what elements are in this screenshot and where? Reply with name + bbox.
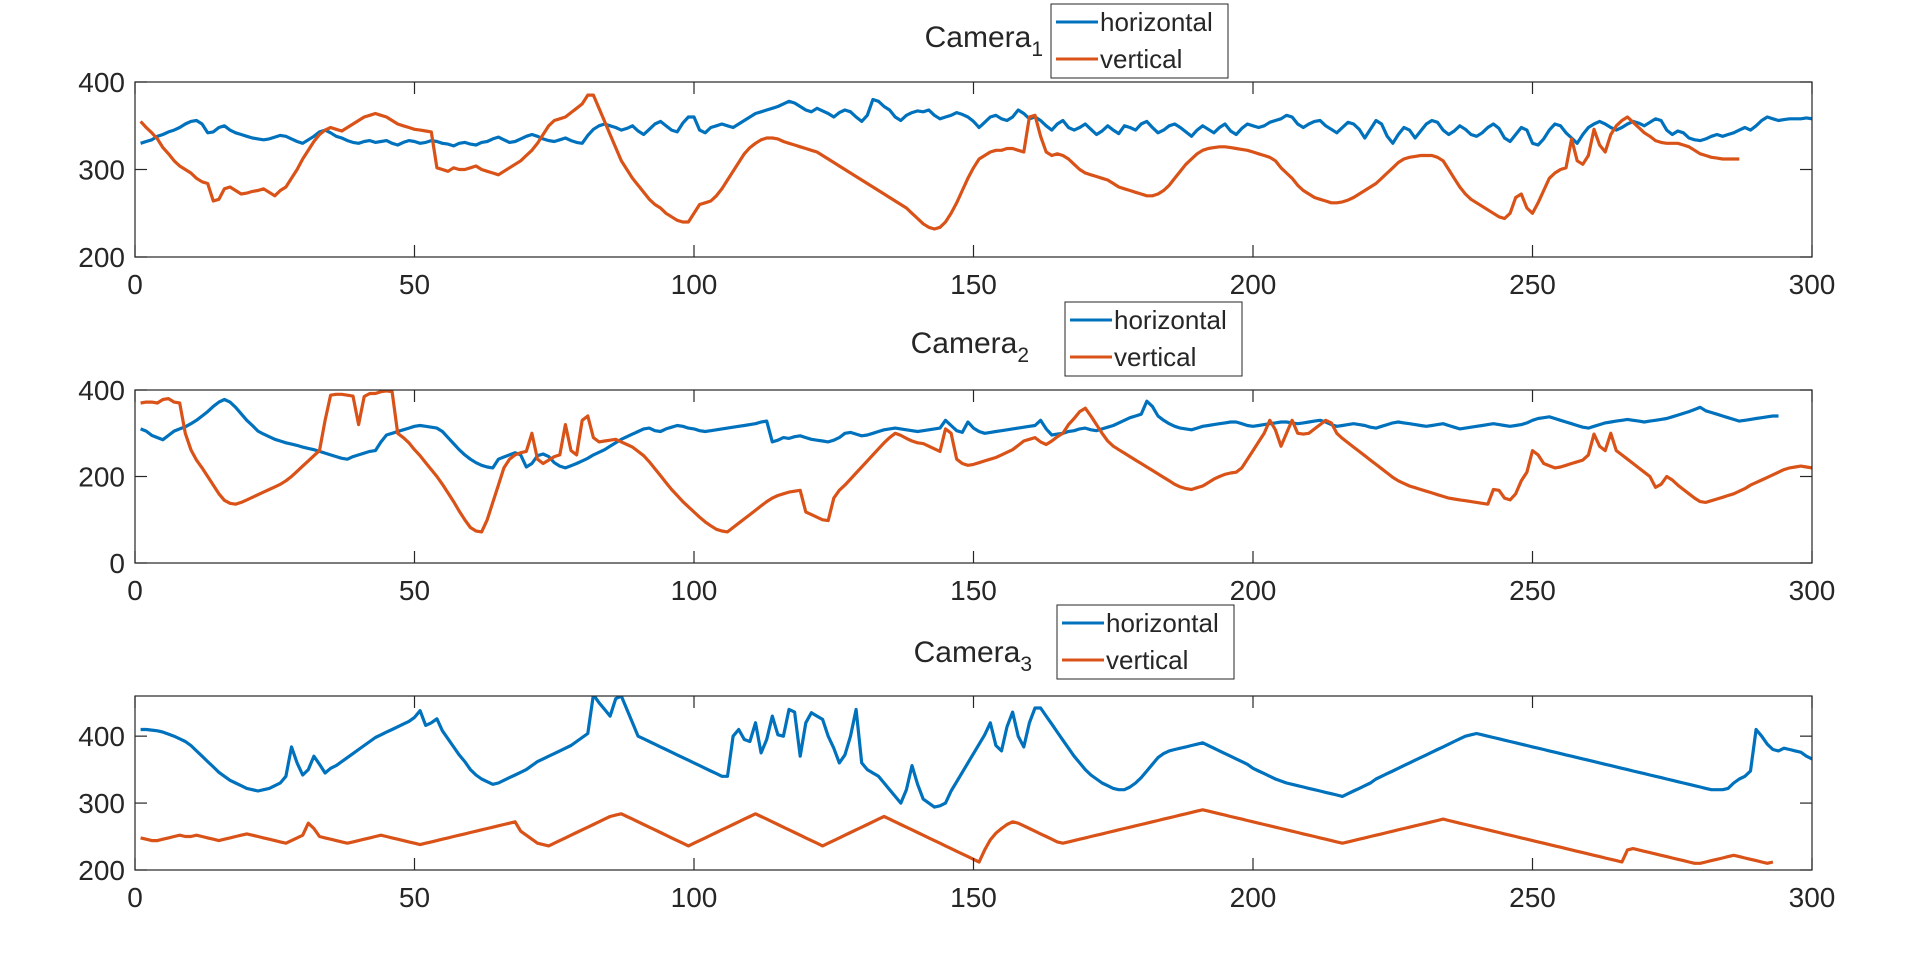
y-tick-label: 400 [78, 721, 125, 752]
subplot-title: Camera2 [911, 327, 1029, 367]
series-line-vertical [139, 93, 1740, 231]
subplot-camera-3: 0 50 100 150 200 250 300 200 300 400 Camera3 hori… [78, 604, 1836, 913]
y-tick-label: 200 [78, 242, 125, 273]
title-main: Camera [925, 21, 1032, 54]
legend-label-vertical: vertical [1106, 645, 1188, 675]
y-tick-label: 0 [109, 548, 125, 579]
x-tick-label: 250 [1509, 575, 1556, 606]
x-tick-label: 50 [399, 575, 430, 606]
x-tick-label: 100 [671, 575, 718, 606]
y-tick-label: 200 [78, 855, 125, 886]
legend-box [1056, 604, 1235, 680]
plot-area-camera-2: 0 50 100 150 200 250 300 0 200 400 [78, 375, 1836, 606]
x-tick-label: 300 [1789, 882, 1836, 913]
title-main: Camera [914, 636, 1021, 669]
y-tick-label: 200 [78, 462, 125, 493]
title-main: Camera [911, 327, 1018, 360]
title-subscript: 2 [1017, 344, 1029, 367]
subplot-camera-1: 0 50 100 150 200 250 300 200 300 400 Camera1 hori… [78, 3, 1835, 300]
x-tick-label: 250 [1509, 882, 1556, 913]
x-tick-label: 200 [1230, 882, 1277, 913]
legend-label-horizontal: horizontal [1100, 7, 1213, 37]
x-tick-label: 200 [1230, 575, 1277, 606]
x-tick-label: 0 [127, 882, 143, 913]
x-tick-label: 200 [1230, 269, 1277, 300]
x-tick-label: 50 [399, 882, 430, 913]
y-tick-label: 300 [78, 155, 125, 186]
series-line-horizontal [140, 397, 1779, 470]
x-tick-label: 0 [127, 269, 143, 300]
legend-label-horizontal: horizontal [1106, 608, 1219, 638]
title-subscript: 3 [1020, 653, 1032, 676]
series-line-vertical [140, 808, 1774, 865]
series-line-horizontal [140, 97, 1812, 148]
x-tick-label: 300 [1789, 575, 1836, 606]
subplot-title: Camera1 [925, 21, 1043, 61]
legend-label-vertical: vertical [1114, 342, 1196, 372]
legend-label-horizontal: horizontal [1114, 305, 1227, 335]
legend-box [1064, 301, 1243, 377]
x-tick-label: 150 [950, 575, 997, 606]
x-tick-label: 100 [671, 269, 718, 300]
series-line-vertical [140, 390, 1812, 534]
x-tick-label: 150 [950, 882, 997, 913]
subplot-camera-2: 0 50 100 150 200 250 300 0 200 400 Camera2 horizo… [78, 301, 1836, 606]
legend: horizontal vertical [1056, 604, 1235, 680]
x-tick-label: 0 [127, 575, 143, 606]
legend-box [1050, 3, 1229, 79]
series-line-horizontal [140, 696, 1812, 809]
title-subscript: 1 [1031, 38, 1043, 61]
legend: horizontal vertical [1050, 3, 1229, 79]
x-tick-label: 250 [1509, 269, 1556, 300]
plot-area-camera-1: 0 50 100 150 200 250 300 200 300 400 [78, 67, 1835, 300]
y-tick-label: 300 [78, 788, 125, 819]
subplot-title: Camera3 [914, 636, 1032, 676]
legend: horizontal vertical [1064, 301, 1243, 377]
x-tick-label: 50 [399, 269, 430, 300]
x-tick-label: 150 [950, 269, 997, 300]
legend-label-vertical: vertical [1100, 44, 1182, 74]
y-tick-label: 400 [78, 67, 125, 98]
x-tick-label: 100 [671, 882, 718, 913]
x-tick-label: 300 [1789, 269, 1836, 300]
y-tick-label: 400 [78, 375, 125, 406]
plot-area-camera-3: 0 50 100 150 200 250 300 200 300 400 [78, 695, 1836, 913]
